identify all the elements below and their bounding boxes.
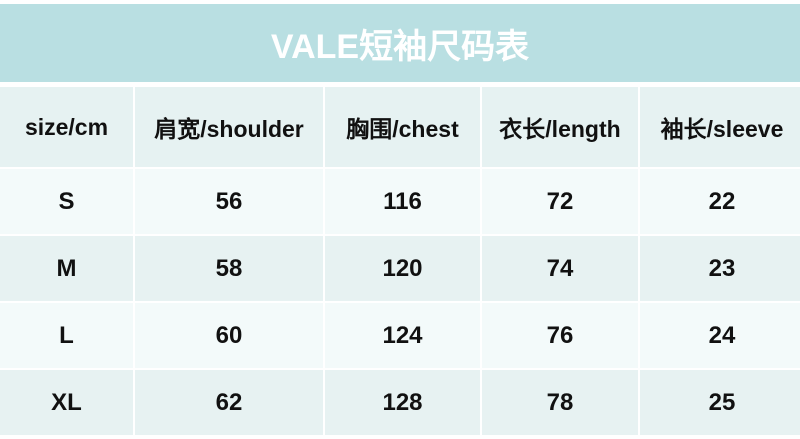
cell-length: 78 [482,370,638,435]
cell-size: L [0,303,133,368]
cell-sleeve: 25 [640,370,800,435]
cell-shoulder: 60 [135,303,323,368]
cell-size: M [0,236,133,301]
cell-shoulder: 56 [135,169,323,234]
size-table: size/cm 肩宽/shoulder 胸围/chest 衣长/length 袖… [0,85,800,437]
table-row: S 56 116 72 22 [0,169,800,234]
cell-sleeve: 23 [640,236,800,301]
cell-chest: 124 [325,303,480,368]
cell-sleeve: 24 [640,303,800,368]
cell-chest: 128 [325,370,480,435]
column-header-size: size/cm [0,87,133,167]
column-header-length: 衣长/length [482,87,638,167]
cell-shoulder: 62 [135,370,323,435]
header-row: size/cm 肩宽/shoulder 胸围/chest 衣长/length 袖… [0,87,800,167]
column-header-chest: 胸围/chest [325,87,480,167]
size-chart-title: VALE短袖尺码表 [0,4,800,82]
column-header-shoulder: 肩宽/shoulder [135,87,323,167]
table-row: M 58 120 74 23 [0,236,800,301]
cell-shoulder: 58 [135,236,323,301]
cell-length: 76 [482,303,638,368]
cell-size: XL [0,370,133,435]
cell-size: S [0,169,133,234]
table-row: XL 62 128 78 25 [0,370,800,435]
cell-chest: 120 [325,236,480,301]
cell-length: 74 [482,236,638,301]
cell-length: 72 [482,169,638,234]
cell-chest: 116 [325,169,480,234]
cell-sleeve: 22 [640,169,800,234]
column-header-sleeve: 袖长/sleeve [640,87,800,167]
table-row: L 60 124 76 24 [0,303,800,368]
